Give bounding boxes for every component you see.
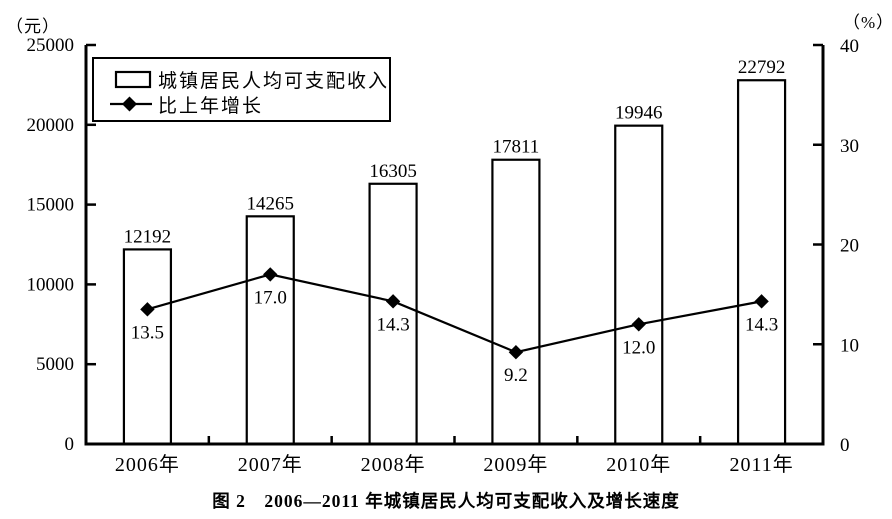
left-axis-unit-label: （元） <box>6 17 60 36</box>
bar-value-label: 19946 <box>615 103 663 124</box>
point-value-label: 14.3 <box>376 314 409 335</box>
legend-diamond-marker <box>122 96 137 112</box>
right-axis-tick-label: 30 <box>840 136 859 157</box>
income-bar <box>614 124 664 446</box>
growth-point-marker <box>508 345 524 360</box>
right-axis-unit-label: （%） <box>843 13 892 32</box>
x-axis-category-label: 2009年 <box>483 453 548 476</box>
right-axis-tick-label: 40 <box>840 36 859 57</box>
x-axis-category-label: 2006年 <box>115 453 180 476</box>
right-axis-tick-label: 20 <box>840 236 859 257</box>
bar-value-label: 17811 <box>493 137 540 158</box>
left-axis-tick-label: 10000 <box>27 274 75 295</box>
income-bar <box>122 248 173 446</box>
income-bar <box>736 79 787 446</box>
growth-line <box>147 273 762 354</box>
growth-point-marker <box>140 302 155 317</box>
point-value-label: 17.0 <box>254 287 287 308</box>
income-bar <box>491 158 541 446</box>
growth-point-marker <box>385 294 401 309</box>
bar-value-label: 12192 <box>124 226 172 247</box>
left-axis-tick-label: 0 <box>65 434 75 455</box>
x-axis-category-label: 2008年 <box>361 453 426 476</box>
point-value-label: 13.5 <box>131 322 164 343</box>
left-axis-tick-label: 20000 <box>27 115 75 136</box>
x-axis-category-label: 2010年 <box>606 453 671 476</box>
right-axis-tick-label: 0 <box>840 435 850 456</box>
point-value-label: 12.0 <box>622 337 655 358</box>
x-axis-category-label: 2011年 <box>729 453 793 476</box>
bar-value-label: 22792 <box>738 57 786 78</box>
legend-line-label: 比上年增长 <box>158 95 263 117</box>
chart-canvas: 12192 14265 16305 17811 19946 22792 13.5 17.0 14… <box>27 35 860 476</box>
income-bar <box>368 182 418 446</box>
x-axis-category-label: 2007年 <box>238 453 303 476</box>
left-axis-tick-label: 25000 <box>27 35 75 56</box>
income-bar <box>245 215 295 446</box>
growth-point-marker <box>263 267 278 282</box>
right-axis-tick-label: 10 <box>840 335 859 356</box>
growth-point-marker <box>754 294 769 309</box>
point-value-label: 14.3 <box>745 314 778 335</box>
bar-value-label: 16305 <box>369 161 417 182</box>
legend-bar-swatch <box>114 70 152 89</box>
legend-box <box>92 57 391 122</box>
left-axis-tick-label: 5000 <box>36 354 74 375</box>
growth-point-marker <box>631 317 646 332</box>
left-axis-tick-label: 15000 <box>27 195 75 216</box>
bar-value-label: 14265 <box>247 193 295 214</box>
point-value-label: 9.2 <box>504 365 528 386</box>
figure-caption: 图 2 2006—2011 年城镇居民人均可支配收入及增长速度 <box>212 491 680 511</box>
legend-bar-label: 城镇居民人均可支配收入 <box>158 70 389 92</box>
